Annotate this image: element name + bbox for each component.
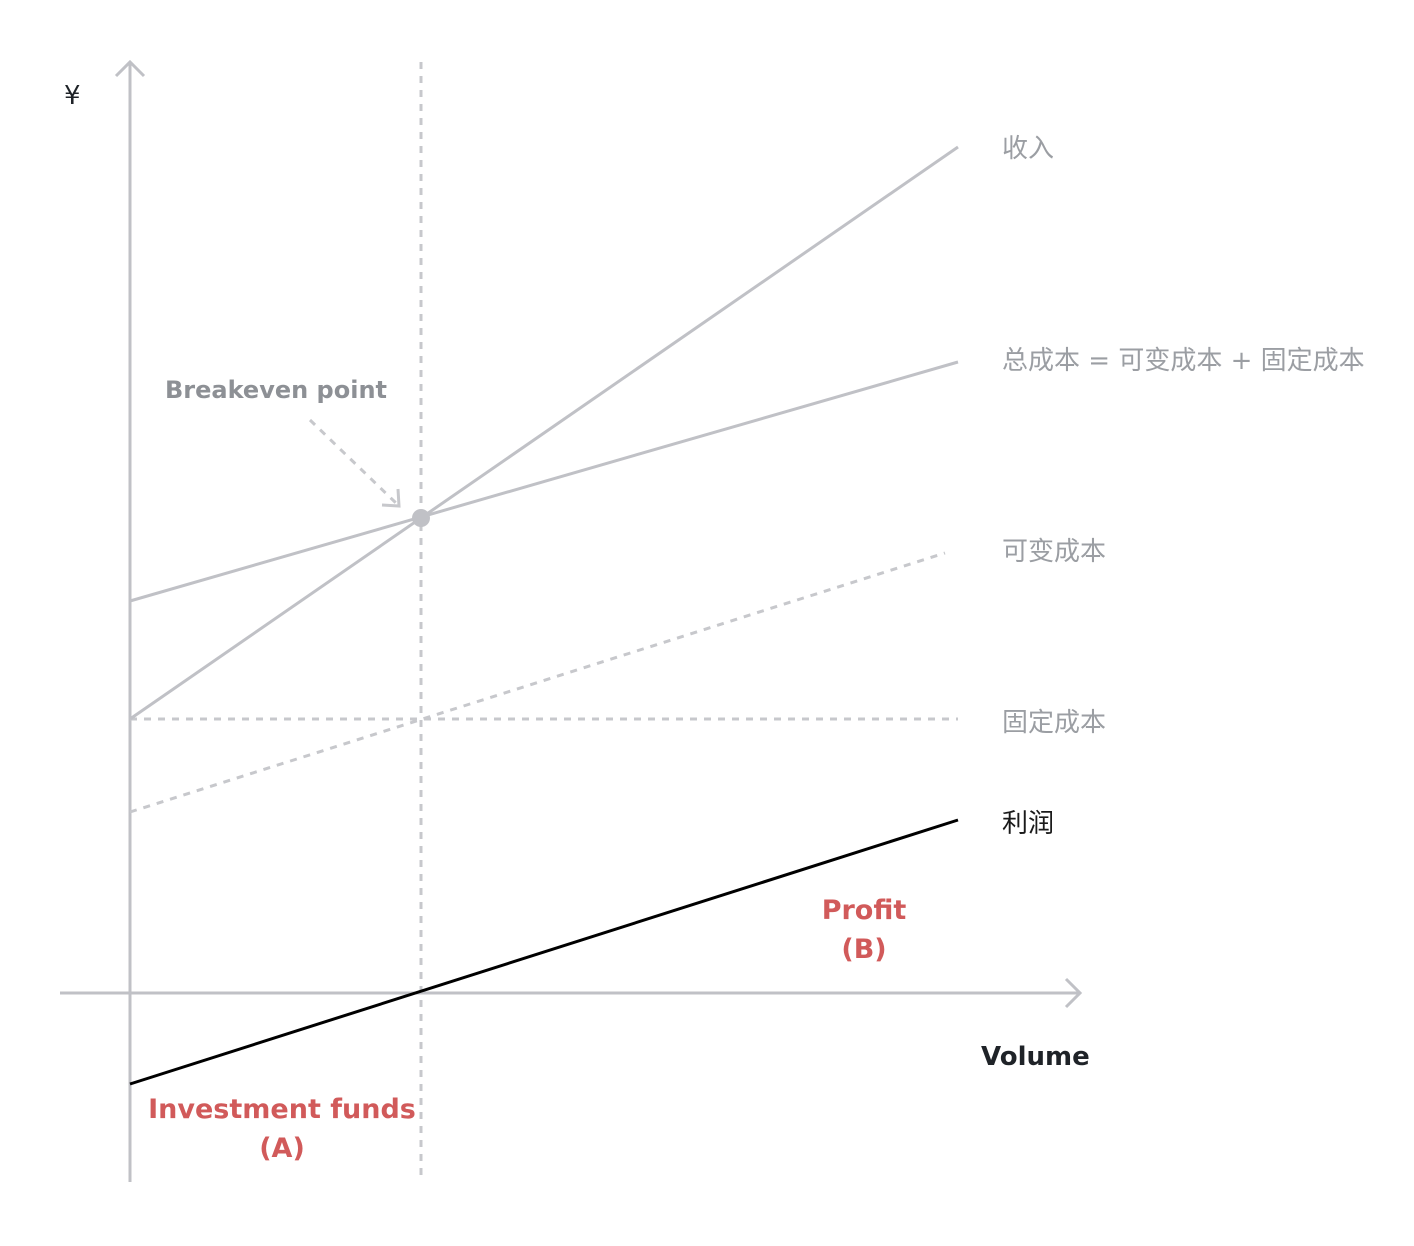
- x-axis-label: Volume: [981, 1042, 1090, 1072]
- investment-region-code: (A): [259, 1133, 305, 1164]
- total-cost-line: [129, 360, 959, 603]
- variable-cost-label: 可变成本: [1002, 537, 1106, 567]
- fixed-cost-label: 固定成本: [1002, 708, 1106, 738]
- breakeven-callout-label: Breakeven point: [165, 376, 387, 404]
- profit-region-code: (B): [841, 934, 886, 965]
- profit-line: [129, 818, 959, 1086]
- x-axis-arrow: [1064, 977, 1083, 1009]
- total-cost-label: 总成本 = 可变成本 + 固定成本: [1002, 346, 1365, 376]
- y-axis-label: ¥: [64, 81, 81, 111]
- investment-region-title: Investment funds: [148, 1094, 416, 1125]
- y-axis-arrow: [114, 59, 146, 78]
- profit-region-title: Profit: [822, 895, 907, 926]
- profit-series-label: 利润: [1002, 809, 1054, 839]
- revenue-label: 收入: [1002, 134, 1054, 164]
- variable-cost-line: [129, 551, 946, 814]
- callout-arrow-head: [381, 488, 401, 508]
- breakeven-point: [412, 509, 430, 527]
- callout-arrow: [308, 418, 398, 505]
- revenue-line: [129, 145, 959, 721]
